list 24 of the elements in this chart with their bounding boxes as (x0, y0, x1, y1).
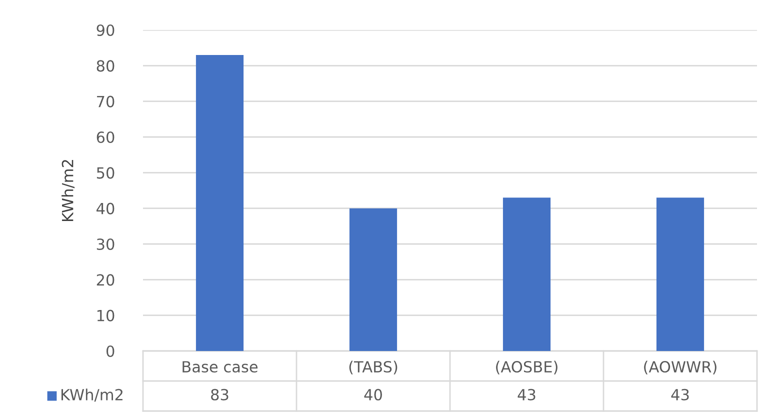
bar (502, 198, 551, 351)
y-tick-label: 50 (96, 167, 114, 179)
bar (196, 54, 244, 351)
y-axis-title: KWh/m2 (62, 160, 75, 221)
data-label: 83 (211, 388, 228, 400)
y-tick-label: 60 (96, 131, 114, 144)
y-tick-label: 90 (96, 24, 114, 36)
y-tick-label: 80 (96, 60, 114, 72)
y-tick-label: 10 (97, 310, 114, 322)
y-tick-label: 30 (96, 238, 114, 250)
data-label: 43 (518, 388, 536, 400)
y-tick-label: 20 (96, 274, 114, 286)
x-tick-label: Base case (182, 361, 258, 373)
data-label: 43 (671, 388, 689, 400)
bar (349, 208, 398, 351)
y-tick-label: 70 (97, 96, 114, 108)
x-tick-label: (TABS) (349, 360, 398, 374)
y-tick-label: 40 (96, 202, 114, 214)
data-label: 40 (364, 388, 382, 400)
bar (656, 198, 704, 351)
x-tick-label: (AOWWR) (644, 360, 716, 374)
y-tick-label: 0 (106, 345, 114, 358)
x-tick-label: (AOSBE) (496, 360, 558, 374)
legend-label: KWh/m2 (62, 388, 122, 402)
